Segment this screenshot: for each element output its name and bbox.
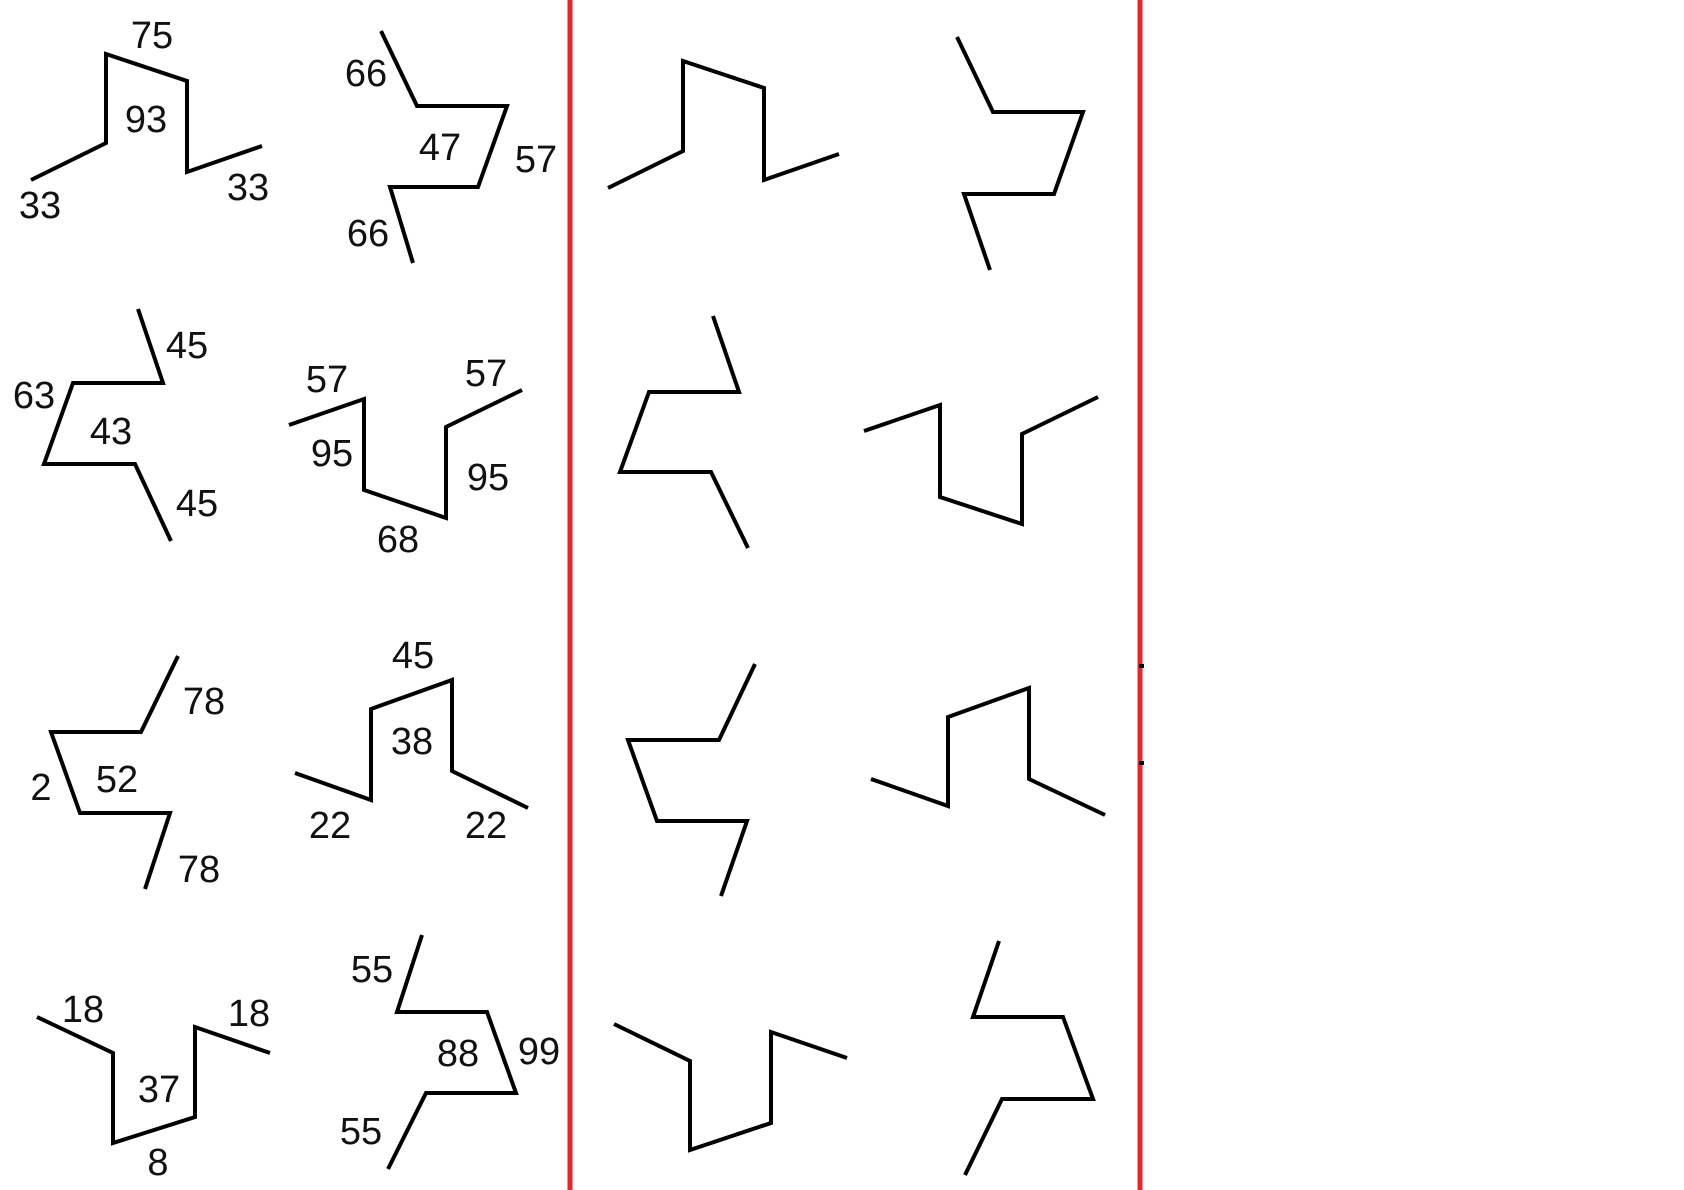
- blank-figure-3: [617, 315, 750, 549]
- figure-4-label-right: 95: [467, 457, 509, 499]
- blank-figure-4: [863, 395, 1099, 527]
- blank-figure-7: [613, 1022, 848, 1153]
- figure-1-label-right: 33: [227, 167, 269, 209]
- blank-figure-5: [625, 663, 757, 897]
- figure-3-label-top: 45: [166, 325, 208, 367]
- figure-7-label-center: 37: [138, 1069, 180, 1111]
- figure-6-label-center: 38: [391, 721, 433, 763]
- figure-3-label-center: 43: [90, 411, 132, 453]
- figure-5-outline: [48, 655, 180, 890]
- figure-5-label-center: 52: [96, 759, 138, 801]
- figure-3-outline: [41, 308, 173, 542]
- figure-4-label-left: 95: [311, 433, 353, 475]
- figure-8-label-top: 55: [351, 949, 393, 991]
- figure-1-label-center: 93: [125, 99, 167, 141]
- figure-5-labeled: 78 2 52 78: [30, 655, 225, 891]
- figure-6-label-left: 22: [309, 805, 351, 847]
- figure-3-label-left: 63: [13, 375, 55, 417]
- figure-2-label-top: 66: [345, 53, 387, 95]
- figure-8-outline: [386, 934, 519, 1170]
- blank-figure-8: [963, 940, 1096, 1176]
- stray-mark: [1139, 761, 1144, 765]
- figure-7-label-bottom: 8: [147, 1142, 168, 1184]
- figure-4-labeled: 57 57 95 95 68: [288, 353, 523, 561]
- figure-2-label-bottom: 66: [347, 213, 389, 255]
- figure-5-label-top: 78: [183, 681, 225, 723]
- figure-7-outline: [36, 1015, 271, 1146]
- figure-3-labeled: 45 63 43 45: [13, 308, 218, 542]
- figure-4-outline: [288, 388, 523, 521]
- figure-4-label-top-left: 57: [306, 359, 348, 401]
- blank-figure-6: [870, 685, 1106, 817]
- blank-figure-2: [955, 36, 1086, 271]
- figure-6-outline: [294, 677, 529, 810]
- stray-mark: [1139, 664, 1144, 668]
- figure-5-label-bottom: 78: [178, 849, 220, 891]
- figure-4-label-top-right: 57: [465, 353, 507, 395]
- figure-7-label-right: 18: [228, 993, 270, 1035]
- figure-2-label-right: 57: [515, 139, 557, 181]
- figure-4-label-bottom: 68: [377, 519, 419, 561]
- figure-8-labeled: 55 88 99 55: [340, 934, 560, 1170]
- figure-7-label-left: 18: [62, 989, 104, 1031]
- figure-2-outline: [379, 30, 510, 264]
- figure-2-label-center: 47: [419, 127, 461, 169]
- figure-6-labeled: 45 38 22 22: [294, 635, 529, 847]
- figure-2-labeled: 66 47 57 66: [345, 30, 557, 264]
- figure-1-label-left: 33: [19, 185, 61, 227]
- figure-1-label-top: 75: [131, 15, 173, 57]
- figure-6-label-top: 45: [392, 635, 434, 677]
- figure-8-label-center: 88: [437, 1033, 479, 1075]
- blank-figure-1: [607, 58, 840, 190]
- figure-3-label-bottom: 45: [176, 483, 218, 525]
- figure-1-outline: [30, 51, 263, 182]
- figure-7-labeled: 18 18 37 8: [36, 989, 271, 1184]
- figure-8-label-bottom: 55: [340, 1111, 382, 1153]
- figure-5-label-left: 2: [30, 767, 51, 809]
- figure-8-label-right: 99: [518, 1031, 560, 1073]
- figure-6-label-right: 22: [465, 805, 507, 847]
- figure-1-labeled: 75 93 33 33: [19, 15, 269, 227]
